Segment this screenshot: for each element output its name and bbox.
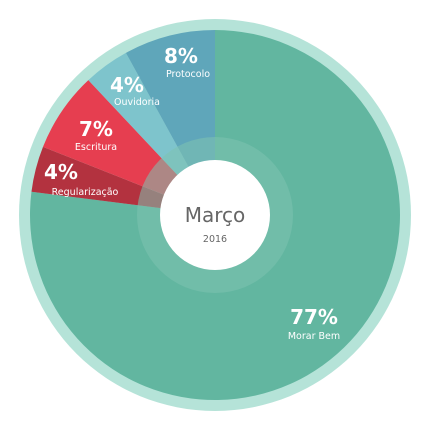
slice-name-regularizacao: Regularização bbox=[52, 187, 119, 198]
slice-name-escritura: Escritura bbox=[75, 142, 117, 153]
slice-value-protocolo: 8% bbox=[164, 44, 198, 68]
slice-value-ouvidoria: 4% bbox=[110, 73, 144, 97]
center-title: Março bbox=[185, 203, 246, 227]
center-hole bbox=[160, 160, 270, 270]
slice-name-protocolo: Protocolo bbox=[166, 69, 210, 80]
slice-value-regularizacao: 4% bbox=[44, 160, 78, 184]
center-subtitle: 2016 bbox=[203, 234, 227, 245]
slice-value-morar-bem: 77% bbox=[290, 305, 338, 329]
slice-name-morar-bem: Morar Bem bbox=[288, 331, 340, 342]
slice-name-ouvidoria: Ouvidoria bbox=[114, 97, 160, 108]
slice-value-escritura: 7% bbox=[79, 117, 113, 141]
